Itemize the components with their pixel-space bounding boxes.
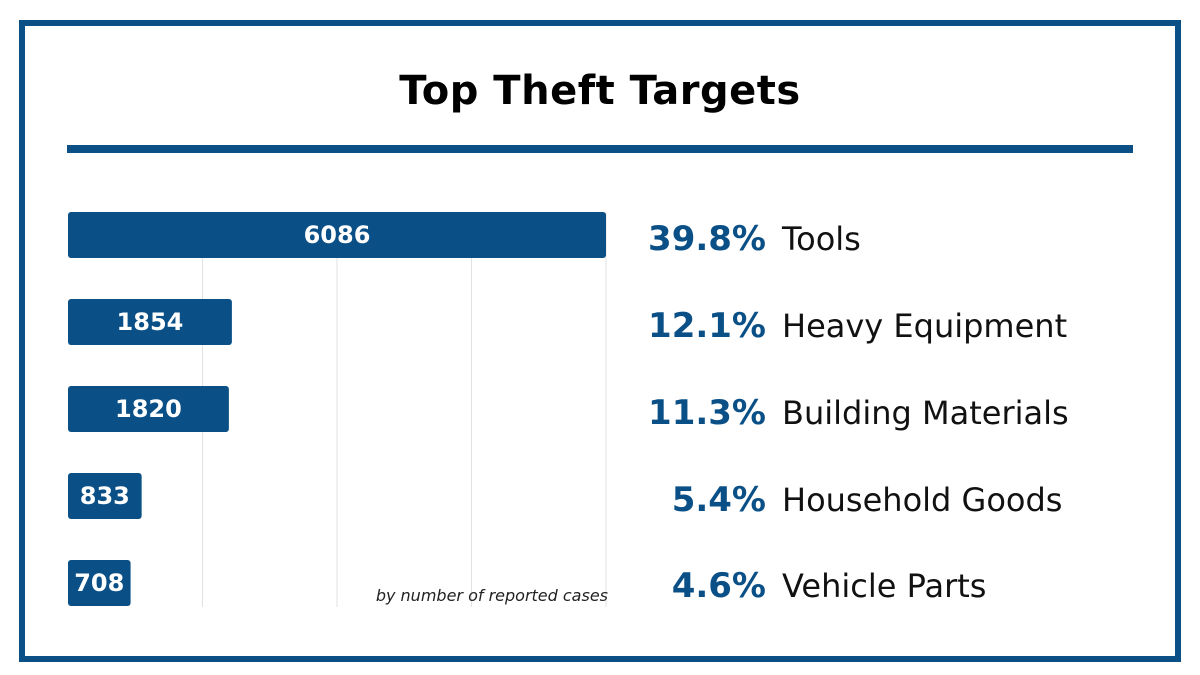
- percent-label: 11.3%: [648, 393, 766, 433]
- category-label: Heavy Equipment: [782, 307, 1068, 345]
- percent-label: 39.8%: [648, 219, 766, 259]
- bar-value-label: 1854: [117, 308, 184, 336]
- bar-vehicle-parts: [68, 560, 131, 606]
- percent-label: 4.6%: [671, 566, 766, 606]
- title-divider: [67, 145, 1133, 153]
- percent-label: 5.4%: [671, 480, 766, 520]
- category-label: Vehicle Parts: [782, 567, 987, 605]
- legend-row-tools: 39.8% Tools: [600, 214, 1160, 264]
- bar-building-materials: [68, 386, 229, 432]
- chart-title: Top Theft Targets: [399, 68, 801, 114]
- bar-value-label: 6086: [304, 221, 371, 249]
- chart-note: by number of reported cases: [375, 586, 608, 605]
- legend-row-heavy-equipment: 12.1% Heavy Equipment: [600, 301, 1160, 351]
- percent-label: 12.1%: [648, 306, 766, 346]
- category-label: Building Materials: [782, 394, 1069, 432]
- bar-heavy-equipment: [68, 299, 232, 345]
- legend-row-building-materials: 11.3% Building Materials: [600, 388, 1160, 438]
- bar-tools: [68, 212, 606, 258]
- bar-household-goods: [68, 473, 142, 519]
- legend-row-household-goods: 5.4% Household Goods: [600, 475, 1160, 525]
- legend-row-vehicle-parts: 4.6% Vehicle Parts: [600, 561, 1160, 611]
- bar-value-label: 833: [80, 482, 130, 510]
- bar-value-label: 708: [74, 569, 124, 597]
- bar-value-label: 1820: [115, 395, 182, 423]
- category-label: Household Goods: [782, 481, 1063, 519]
- category-label: Tools: [782, 220, 861, 258]
